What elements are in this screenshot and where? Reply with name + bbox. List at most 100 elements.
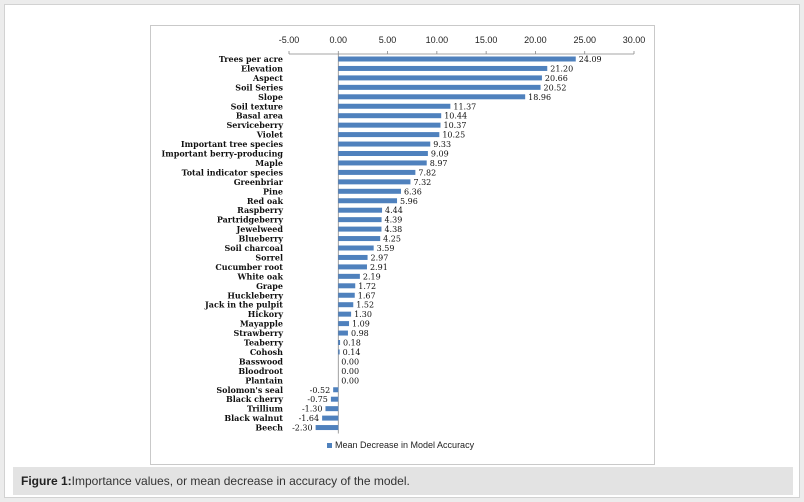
data-label: 21.20 xyxy=(550,64,573,73)
bar xyxy=(338,132,440,138)
category-label: Aspect xyxy=(252,73,283,83)
bar xyxy=(338,236,381,242)
data-label: 10.25 xyxy=(442,131,465,140)
bar xyxy=(338,103,451,109)
category-label: Cucumber root xyxy=(215,262,283,272)
bar xyxy=(338,226,382,232)
data-label: 0.14 xyxy=(343,348,361,357)
bar xyxy=(338,75,542,81)
bar xyxy=(338,349,340,355)
x-tick-label: 20.00 xyxy=(524,35,547,45)
x-tick-label: 5.00 xyxy=(379,35,397,45)
legend-swatch xyxy=(327,443,332,448)
category-label: Grape xyxy=(256,281,283,291)
category-label: Basal area xyxy=(236,111,283,121)
bar xyxy=(338,94,526,100)
category-label: Jack in the pulpit xyxy=(204,300,283,310)
data-label: -1.30 xyxy=(302,405,323,414)
category-label: Mayapple xyxy=(240,319,283,329)
caption-label: Figure 1: xyxy=(21,474,72,488)
bar xyxy=(338,122,441,128)
bar xyxy=(338,217,382,223)
bar xyxy=(338,264,367,270)
category-label: Violet xyxy=(256,130,284,140)
category-label: Cohosh xyxy=(250,347,283,357)
category-label: Serviceberry xyxy=(227,120,284,130)
category-label: Soil charcoal xyxy=(225,243,284,253)
bar xyxy=(338,311,352,317)
data-label: 1.72 xyxy=(358,282,376,291)
category-label: Plantain xyxy=(245,375,283,385)
category-label: Greenbriar xyxy=(234,177,284,187)
bar xyxy=(338,207,383,213)
category-label: Trillium xyxy=(247,404,284,414)
data-label: 7.82 xyxy=(418,168,436,177)
category-label: Black cherry xyxy=(226,394,283,404)
bar xyxy=(315,425,339,431)
legend-label: Mean Decrease in Model Accuracy xyxy=(335,440,475,450)
data-label: 18.96 xyxy=(528,93,551,102)
data-label: 20.52 xyxy=(544,83,567,92)
bar xyxy=(338,330,348,336)
bar xyxy=(322,415,339,421)
bar xyxy=(338,321,350,327)
data-label: 3.59 xyxy=(377,244,395,253)
data-label: 0.98 xyxy=(351,329,369,338)
bar xyxy=(338,141,431,147)
category-label: Maple xyxy=(255,158,283,168)
data-label: 1.09 xyxy=(352,320,370,329)
data-label: 4.39 xyxy=(385,216,403,225)
data-label: 6.36 xyxy=(404,187,422,196)
data-label: -0.75 xyxy=(307,395,328,404)
data-label: 7.32 xyxy=(413,178,431,187)
figure-caption: Figure 1:Importance values, or mean decr… xyxy=(13,467,793,495)
x-tick-label: 25.00 xyxy=(573,35,596,45)
bar xyxy=(338,151,428,156)
bar xyxy=(338,113,442,119)
bar xyxy=(325,406,339,412)
category-label: Beech xyxy=(255,423,283,433)
data-label: -1.64 xyxy=(299,414,320,423)
data-label: 5.96 xyxy=(400,197,418,206)
category-label: Soil texture xyxy=(231,101,283,111)
data-label: 9.33 xyxy=(433,140,451,149)
category-label: Huckleberry xyxy=(227,290,283,300)
bar xyxy=(338,292,355,298)
data-label: 4.25 xyxy=(383,235,401,244)
x-tick-label: -5.00 xyxy=(279,35,300,45)
bar xyxy=(338,340,341,345)
data-label: 4.44 xyxy=(385,206,403,215)
data-label: 11.37 xyxy=(453,102,476,111)
category-label: Black walnut xyxy=(224,413,283,423)
data-label: 0.00 xyxy=(341,376,359,385)
bar xyxy=(338,254,368,260)
category-label: Teaberry xyxy=(244,338,283,348)
category-label: Blueberry xyxy=(239,234,284,244)
category-label: Solomon's seal xyxy=(216,385,283,395)
x-tick-label: 15.00 xyxy=(475,35,498,45)
figure-panel: -5.00 0.00 5.00 10.00 15.00 20.00 25.00 30.00 Tr… xyxy=(4,4,800,498)
category-label: Pine xyxy=(263,186,283,196)
category-label: Important berry-producing xyxy=(162,149,284,159)
bar xyxy=(338,245,374,251)
category-label: Partridgeberry xyxy=(217,215,284,225)
category-label: Basswood xyxy=(239,356,284,366)
x-tick-label: 10.00 xyxy=(426,35,449,45)
category-label: White oak xyxy=(237,271,284,281)
data-label: 0.18 xyxy=(343,339,361,348)
data-label: 1.52 xyxy=(356,301,374,310)
bar xyxy=(338,84,541,90)
category-label: Elevation xyxy=(241,63,283,73)
bar xyxy=(338,302,354,308)
category-label: Sorrel xyxy=(255,252,283,262)
category-label: Total indicator species xyxy=(182,167,284,177)
bar-chart: -5.00 0.00 5.00 10.00 15.00 20.00 25.00 30.00 Tr… xyxy=(162,35,646,450)
bar xyxy=(338,56,576,62)
category-label: Red oak xyxy=(247,196,284,206)
bar xyxy=(338,283,356,289)
bar xyxy=(338,188,401,194)
data-label: 1.67 xyxy=(358,291,376,300)
data-label: 20.66 xyxy=(545,74,568,83)
data-label: 0.00 xyxy=(341,367,359,376)
data-label: 0.00 xyxy=(341,357,359,366)
